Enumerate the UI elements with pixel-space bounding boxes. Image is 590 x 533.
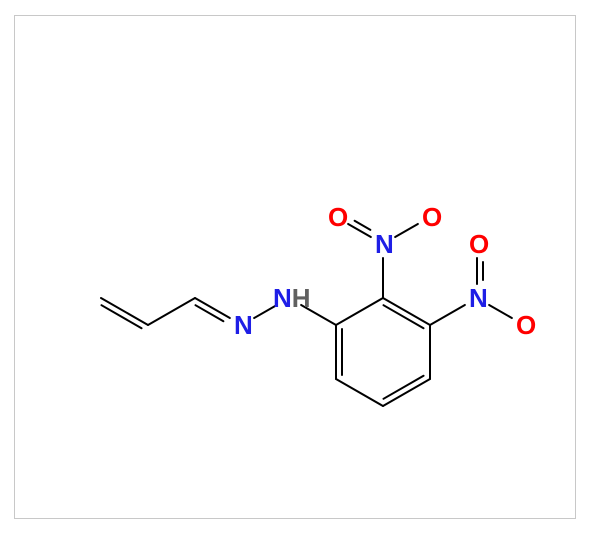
atom-label-n: N xyxy=(469,285,488,311)
atom-label-n: N xyxy=(234,312,253,338)
atom-label-n: NH xyxy=(273,285,311,311)
atom-label-o: O xyxy=(422,204,442,230)
atom-label-o: O xyxy=(516,312,536,338)
atom-labels-layer: N NH N O O N O O xyxy=(0,0,590,533)
atom-label-o: O xyxy=(469,231,489,257)
atom-label-n: N xyxy=(375,231,394,257)
atom-label-o: O xyxy=(328,204,348,230)
